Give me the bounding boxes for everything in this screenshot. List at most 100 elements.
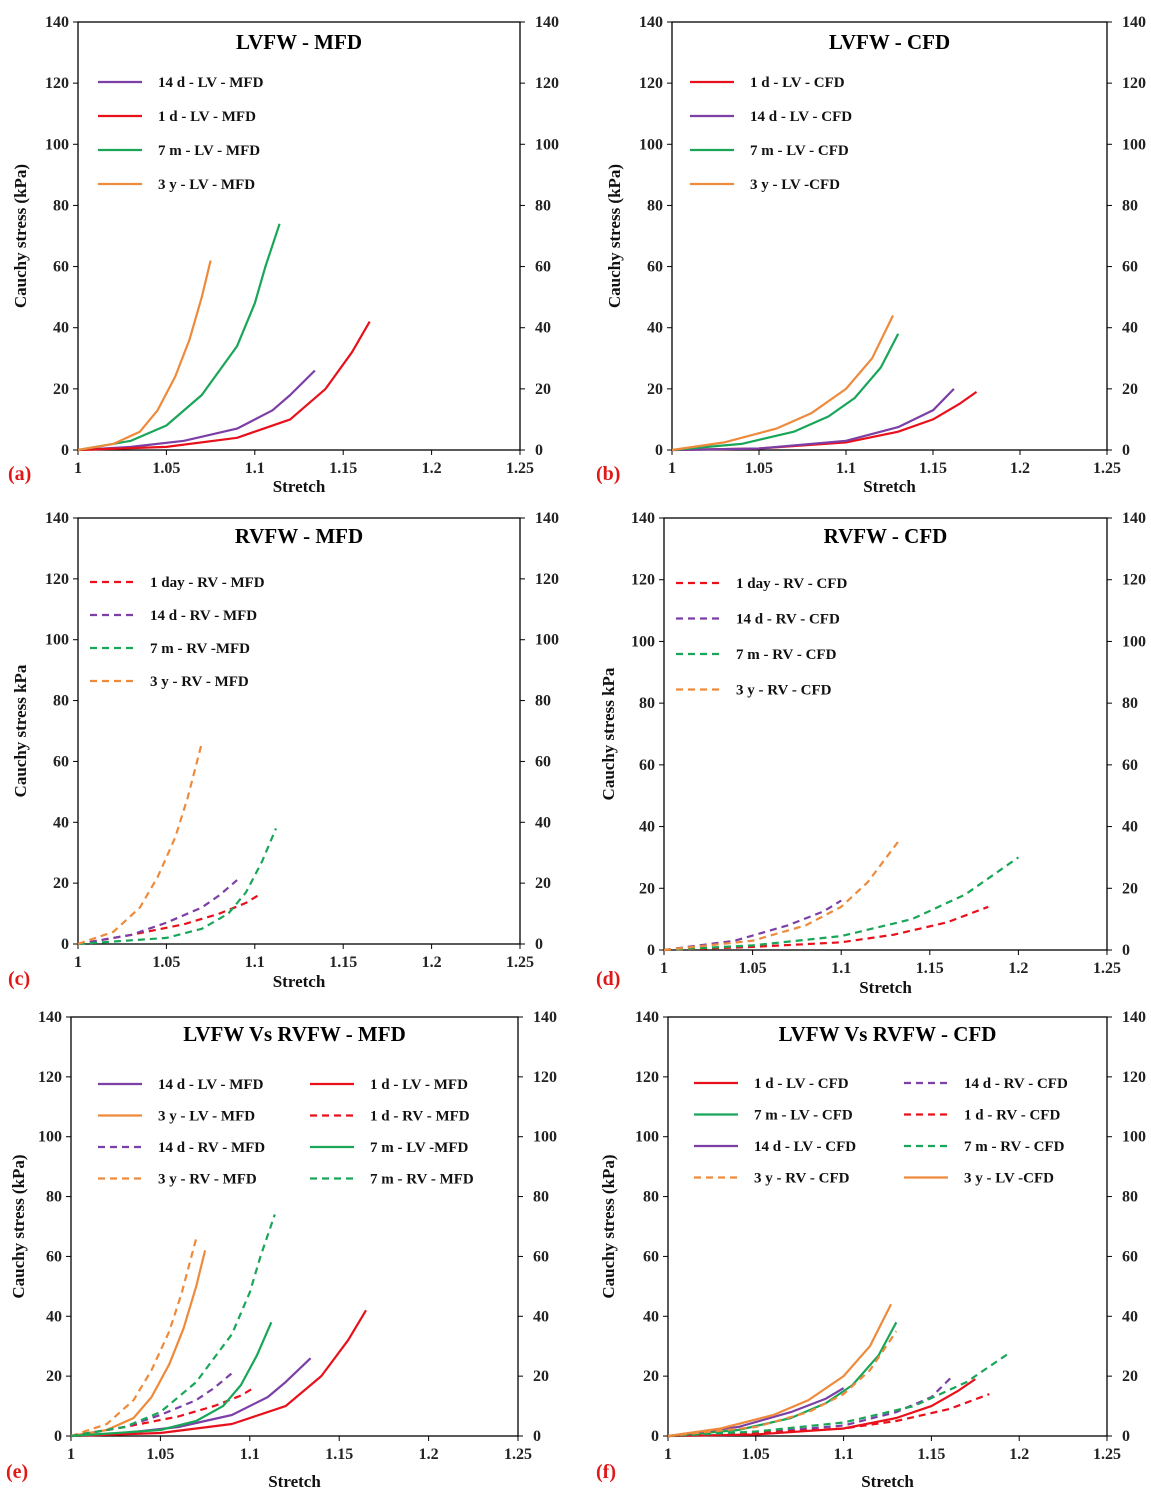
x-tick-label: 1.2	[419, 1446, 439, 1463]
y-tick-label: 0	[61, 936, 69, 953]
y2-tick-label: 140	[1122, 510, 1146, 527]
y2-tick-label: 120	[535, 571, 559, 588]
series-line-14-d-rv-mfd	[77, 879, 238, 946]
series-line-1-d-lv-mfd	[70, 1309, 367, 1438]
y-tick-label: 80	[647, 197, 663, 214]
legend-entry: 7 m - LV - CFD	[750, 143, 849, 159]
y-tick-label: 100	[635, 1129, 659, 1146]
legend-entry: 7 m - LV - CFD	[754, 1108, 853, 1124]
y-tick-label: 40	[53, 320, 69, 337]
y-tick-label: 120	[38, 1069, 62, 1086]
y-tick-label: 0	[651, 1428, 659, 1445]
x-tick-label: 1.25	[504, 1446, 532, 1463]
series-line-7-m-rv-cfd	[667, 1351, 1012, 1438]
y2-tick-label: 0	[533, 1428, 541, 1445]
panel-d: 0 0 20 20 40 40 60 60 80 80 100 100 120 120 140 140 1 1.0…	[596, 510, 1146, 997]
legend-entry: 7 m - LV -MFD	[370, 1140, 468, 1156]
series-line-14-d-lv-mfd	[77, 369, 316, 452]
y-axis-label: Cauchy stress (kPa)	[11, 164, 30, 308]
y-tick-label: 80	[53, 693, 69, 710]
series-line-1-d-lv-cfd	[667, 1378, 976, 1438]
x-tick-label: 1	[67, 1446, 75, 1463]
y-tick-label: 40	[647, 320, 663, 337]
y-tick-label: 120	[639, 75, 663, 92]
y-tick-label: 80	[53, 197, 69, 214]
legend-entry: 14 d - RV - CFD	[736, 612, 840, 628]
y-tick-label: 0	[54, 1428, 62, 1445]
x-axis-label: Stretch	[859, 978, 912, 997]
y-tick-label: 20	[639, 880, 655, 897]
x-axis-label: Stretch	[273, 477, 326, 496]
x-tick-label: 1.2	[1009, 1446, 1029, 1463]
legend-entry: 3 y - LV - MFD	[158, 177, 255, 193]
x-tick-label: 1.25	[506, 954, 534, 971]
y-tick-label: 120	[635, 1069, 659, 1086]
panel-label: (c)	[8, 968, 30, 990]
y-axis-label: Cauchy stress kPa	[599, 667, 618, 800]
x-tick-label: 1.15	[325, 1446, 353, 1463]
y2-tick-label: 100	[535, 136, 559, 153]
x-tick-label: 1.25	[1093, 1446, 1121, 1463]
x-tick-label: 1.1	[240, 1446, 260, 1463]
y-tick-label: 100	[631, 633, 655, 650]
y-tick-label: 100	[639, 136, 663, 153]
y2-tick-label: 60	[535, 259, 551, 276]
y-tick-label: 140	[635, 1009, 659, 1026]
panel-e: 0 0 20 20 40 40 60 60 80 80 100 100 120 120 140 140 1 1.0…	[6, 1009, 557, 1491]
plot-frame	[671, 21, 1108, 451]
y-tick-label: 100	[45, 136, 69, 153]
legend-entry: 1 d - RV - CFD	[964, 1108, 1060, 1124]
x-tick-label: 1.15	[329, 954, 357, 971]
chart-title: RVFW - CFD	[824, 524, 948, 548]
y2-tick-label: 40	[535, 814, 551, 831]
plot-frame	[663, 517, 1108, 951]
legend-entry: 3 y - LV -CFD	[750, 177, 840, 193]
y2-tick-label: 100	[533, 1129, 557, 1146]
y2-tick-label: 20	[535, 381, 551, 398]
x-tick-label: 1.05	[152, 954, 180, 971]
y-tick-label: 60	[53, 753, 69, 770]
panel-label: (d)	[596, 968, 620, 990]
x-tick-label: 1.1	[245, 460, 265, 477]
x-tick-label: 1	[664, 1446, 672, 1463]
y2-tick-label: 80	[535, 197, 551, 214]
x-axis-label: Stretch	[863, 477, 916, 496]
y2-tick-label: 120	[1122, 572, 1146, 589]
panel-f: 0 0 20 20 40 40 60 60 80 80 100 100 120 120 140 140 1 1.0…	[596, 1009, 1146, 1491]
chart-title: LVFW - CFD	[829, 30, 950, 54]
y2-tick-label: 0	[535, 936, 543, 953]
legend-entry: 14 d - LV - MFD	[158, 1077, 264, 1093]
y2-tick-label: 40	[535, 320, 551, 337]
y2-tick-label: 80	[533, 1189, 549, 1206]
panel-c: 0 0 20 20 40 40 60 60 80 80 100 100 120 120 140 140 1 1.0…	[8, 510, 559, 991]
legend-entry: 3 y - RV - MFD	[150, 674, 249, 690]
panel-label: (f)	[596, 1461, 616, 1483]
x-tick-label: 1.2	[1010, 460, 1030, 477]
y2-tick-label: 20	[1122, 880, 1138, 897]
series-line-3-y-lv-mfd	[70, 1250, 207, 1438]
series-line-1-day-rv-cfd	[663, 905, 989, 952]
y2-tick-label: 120	[535, 75, 559, 92]
plot-frame	[667, 1016, 1108, 1437]
y2-tick-label: 80	[535, 693, 551, 710]
y-tick-label: 80	[639, 695, 655, 712]
y2-tick-label: 100	[1122, 136, 1146, 153]
x-tick-label: 1.25	[1093, 960, 1121, 977]
y-tick-label: 60	[46, 1248, 62, 1265]
y-tick-label: 120	[45, 571, 69, 588]
x-tick-label: 1.2	[1008, 960, 1028, 977]
legend-entry: 7 m - RV - MFD	[370, 1172, 474, 1188]
x-tick-label: 1.05	[152, 460, 180, 477]
series-line-7-m-rv-mfd	[70, 1214, 276, 1438]
y2-tick-label: 140	[535, 510, 559, 527]
y2-tick-label: 20	[1122, 381, 1138, 398]
y-tick-label: 140	[38, 1009, 62, 1026]
series-line-7-m-rv-mfd	[77, 827, 278, 946]
panel-label: (e)	[6, 1461, 28, 1483]
y-tick-label: 20	[647, 381, 663, 398]
y2-tick-label: 100	[535, 632, 559, 649]
y-tick-label: 140	[639, 14, 663, 31]
x-tick-label: 1.2	[422, 460, 442, 477]
plot-frame	[70, 1016, 519, 1437]
series-line-1-day-rv-mfd	[77, 894, 259, 946]
